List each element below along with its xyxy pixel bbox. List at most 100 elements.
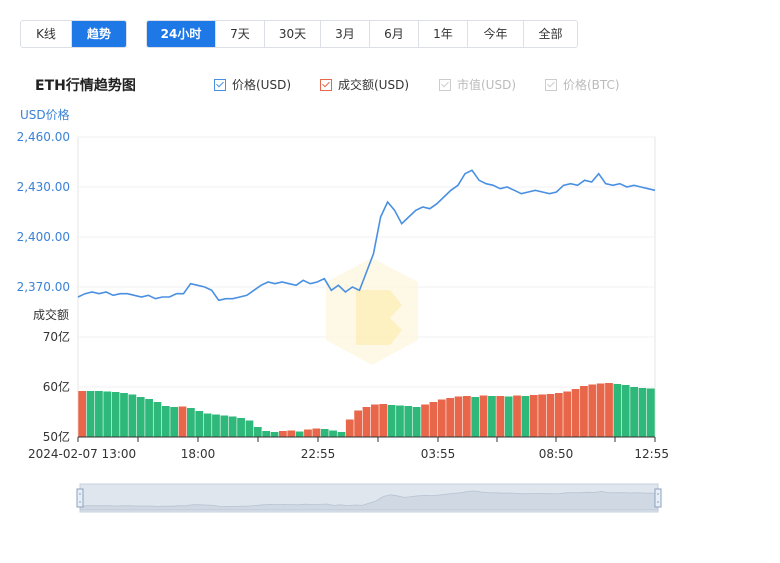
- volume-bar: [228, 416, 237, 437]
- chart-axes: 2,460.00 2,430.00 2,400.00 2,370.00 70亿 60亿 50…: [17, 130, 669, 461]
- volume-bar: [396, 405, 404, 437]
- price-axis-title: USD价格: [20, 107, 70, 122]
- price-tick-label: 2,370.00: [17, 280, 70, 294]
- data-zoom-slider[interactable]: [76, 483, 662, 513]
- legend-marketcap-usd[interactable]: 市值(USD): [439, 76, 516, 93]
- tab-trend[interactable]: 趋势: [72, 21, 126, 47]
- volume-bar: [270, 432, 279, 437]
- volume-bar: [621, 385, 630, 437]
- volume-bar: [212, 414, 220, 437]
- volume-bar: [237, 418, 245, 437]
- tab-30d[interactable]: 30天: [265, 21, 321, 47]
- volume-bar: [437, 399, 446, 437]
- tab-kline[interactable]: K线: [21, 21, 72, 47]
- volume-bar: [605, 383, 613, 437]
- x-tick-label: 12:55: [634, 447, 669, 461]
- volume-bar: [488, 396, 496, 437]
- checkbox-unchecked-icon: [439, 78, 451, 91]
- volume-bar: [78, 391, 87, 437]
- slider-right-handle[interactable]: [654, 488, 662, 508]
- volume-bar: [329, 430, 337, 437]
- volume-bar: [387, 405, 396, 437]
- x-tick-label: 03:55: [421, 447, 456, 461]
- volume-bar: [563, 391, 572, 437]
- volume-bar: [454, 396, 463, 437]
- volume-bar: [103, 391, 112, 437]
- volume-bar: [412, 407, 421, 437]
- tab-3m[interactable]: 3月: [321, 21, 370, 47]
- price-tick-label: 2,400.00: [17, 230, 70, 244]
- volume-tick-label: 70亿: [43, 329, 70, 344]
- volume-bar: [529, 395, 538, 437]
- volume-axis-title: 成交额: [33, 307, 69, 322]
- volume-bar: [362, 407, 371, 437]
- volume-bar: [588, 384, 597, 437]
- tab-ytd[interactable]: 今年: [468, 21, 524, 47]
- volume-bar: [370, 404, 379, 437]
- tab-1y[interactable]: 1年: [419, 21, 468, 47]
- volume-bar: [145, 399, 153, 437]
- volume-bar: [404, 406, 413, 437]
- tab-all[interactable]: 全部: [538, 27, 563, 41]
- volume-bar: [504, 396, 513, 437]
- tab-24h[interactable]: 24小时: [147, 21, 216, 47]
- price-tick-label: 2,430.00: [17, 180, 70, 194]
- tab-6m[interactable]: 6月: [370, 21, 419, 47]
- volume-bar: [278, 431, 287, 437]
- volume-bar: [471, 397, 480, 437]
- volume-bar: [479, 395, 488, 437]
- volume-bar: [379, 404, 388, 437]
- volume-bar: [295, 431, 304, 437]
- volume-bar: [429, 402, 438, 437]
- legend-label: 价格(USD): [232, 78, 292, 92]
- volume-bar: [86, 391, 95, 437]
- legend-price-btc[interactable]: 价格(BTC): [545, 76, 620, 93]
- volume-tick-label: 50亿: [43, 429, 70, 444]
- chart-type-toggle: K线 趋势: [20, 20, 127, 48]
- volume-bar: [554, 393, 563, 437]
- tab-7d[interactable]: 7天: [216, 21, 265, 47]
- slider-left-handle[interactable]: [76, 488, 84, 508]
- volume-bar: [120, 393, 128, 437]
- volume-bar: [128, 394, 137, 437]
- volume-bar: [345, 419, 354, 437]
- volume-bar: [496, 396, 505, 437]
- volume-bar: [354, 410, 363, 437]
- volume-bar: [95, 391, 103, 437]
- watermark-logo-icon: [326, 258, 418, 365]
- legend-label: 价格(BTC): [563, 78, 620, 92]
- volume-bar: [462, 396, 471, 437]
- volume-bar: [245, 420, 254, 437]
- volume-bar: [446, 398, 455, 437]
- volume-bar: [421, 404, 429, 437]
- volume-bar: [638, 388, 647, 437]
- volume-bar: [220, 415, 229, 437]
- checkbox-checked-icon: [214, 78, 226, 91]
- legend-label: 市值(USD): [457, 78, 517, 92]
- volume-bar: [195, 411, 204, 437]
- volume-bar: [613, 384, 622, 437]
- volume-bar: [580, 386, 588, 437]
- volume-bar: [178, 406, 187, 437]
- volume-tick-label: 60亿: [43, 379, 70, 394]
- time-range-tabs: 24小时 7天 30天 3月 6月 1年 今年 全部: [146, 20, 578, 48]
- volume-bar: [646, 388, 655, 437]
- volume-bar: [513, 395, 521, 437]
- volume-bar: [187, 408, 195, 437]
- volume-bar: [287, 430, 296, 437]
- price-line: [77, 169, 656, 302]
- volume-bar: [571, 389, 580, 437]
- volume-bar: [630, 387, 638, 437]
- volume-bar: [203, 413, 212, 437]
- x-tick-label: 22:55: [301, 447, 336, 461]
- legend-label: 成交额(USD): [338, 78, 410, 92]
- x-tick-label: 2024-02-07 13:00: [28, 447, 136, 461]
- price-tick-label: 2,460.00: [17, 130, 70, 144]
- legend-volume-usd[interactable]: 成交额(USD): [320, 76, 409, 93]
- volume-bar: [312, 428, 321, 437]
- x-tick-label: 18:00: [181, 447, 216, 461]
- legend-price-usd[interactable]: 价格(USD): [214, 76, 291, 93]
- volume-bar: [153, 402, 162, 437]
- volume-bar: [596, 383, 605, 437]
